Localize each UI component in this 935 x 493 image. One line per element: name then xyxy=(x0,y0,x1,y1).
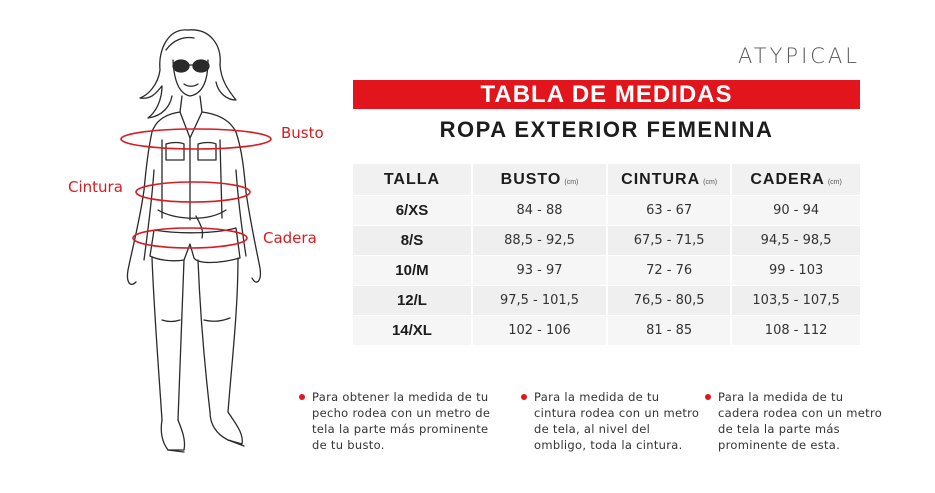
cintura-label: Cintura xyxy=(68,178,123,196)
table-row: 8/S 88,5 - 92,5 67,5 - 71,5 94,5 - 98,5 xyxy=(353,225,860,256)
busto-cell: 97,5 - 101,5 xyxy=(470,285,608,316)
column-label: CADERA xyxy=(750,170,825,188)
title-banner: TABLA DE MEDIDAS xyxy=(353,80,860,109)
cadera-cell: 90 - 94 xyxy=(730,195,860,226)
column-label: TALLA xyxy=(383,170,441,188)
size-cell: 12/L xyxy=(353,285,472,316)
busto-label: Busto xyxy=(281,124,324,142)
table-row: 14/XL 102 - 106 81 - 85 108 - 112 xyxy=(353,315,860,346)
cintura-cell: 81 - 85 xyxy=(606,315,732,346)
size-cell: 10/M xyxy=(353,255,472,286)
busto-cell: 102 - 106 xyxy=(470,315,608,346)
cintura-cell: 63 - 67 xyxy=(606,195,732,226)
cadera-cell: 108 - 112 xyxy=(730,315,860,346)
note-text: Para la medida de tu cintura rodea con u… xyxy=(534,390,700,452)
cintura-cell: 67,5 - 71,5 xyxy=(606,225,732,256)
size-cell: 8/S xyxy=(353,225,472,256)
woman-figure-icon xyxy=(120,29,272,453)
busto-cell: 84 - 88 xyxy=(470,195,608,226)
column-header-cadera: CADERA (cm) xyxy=(730,164,860,196)
bullet-dot-icon xyxy=(299,394,305,400)
note-text: Para la medida de tu cadera rodea con un… xyxy=(718,390,883,452)
column-header-cintura: CINTURA (cm) xyxy=(606,164,732,196)
cadera-cell: 99 - 103 xyxy=(730,255,860,286)
bullet-dot-icon xyxy=(521,394,527,400)
column-unit: (cm) xyxy=(827,178,842,186)
brand-logo: ATYPICAL xyxy=(738,44,860,68)
busto-cell: 93 - 97 xyxy=(470,255,608,286)
page-subtitle: ROPA EXTERIOR FEMENINA xyxy=(439,117,774,142)
cintura-cell: 72 - 76 xyxy=(606,255,732,286)
note-text: Para obtener la medida de tu pecho rodea… xyxy=(312,390,491,452)
table-row: 10/M 93 - 97 72 - 76 99 - 103 xyxy=(353,255,860,286)
size-cell: 14/XL xyxy=(353,315,472,346)
column-header-busto: BUSTO (cm) xyxy=(470,164,608,196)
cadera-label: Cadera xyxy=(263,229,317,247)
column-label: CINTURA xyxy=(621,170,701,188)
column-unit: (cm) xyxy=(564,178,579,186)
bullet-dot-icon xyxy=(705,394,711,400)
note-cadera: Para la medida de tu cadera rodea con un… xyxy=(705,389,885,453)
woman-figure-illustration xyxy=(118,20,288,470)
page-title: TABLA DE MEDIDAS xyxy=(480,81,733,108)
note-cintura: Para la medida de tu cintura rodea con u… xyxy=(521,389,701,453)
size-cell: 6/XS xyxy=(353,195,472,226)
column-label: BUSTO xyxy=(500,170,562,188)
size-chart-table: TALLA BUSTO (cm) CINTURA (cm) CADERA (cm) 6… xyxy=(353,164,860,346)
busto-cell: 88,5 - 92,5 xyxy=(470,225,608,256)
cadera-cell: 103,5 - 107,5 xyxy=(730,285,860,316)
cintura-cell: 76,5 - 80,5 xyxy=(606,285,732,316)
column-header-talla: TALLA xyxy=(353,164,472,196)
table-row: 12/L 97,5 - 101,5 76,5 - 80,5 103,5 - 10… xyxy=(353,285,860,316)
table-header-row: TALLA BUSTO (cm) CINTURA (cm) CADERA (cm) xyxy=(353,164,860,196)
cadera-cell: 94,5 - 98,5 xyxy=(730,225,860,256)
column-unit: (cm) xyxy=(703,178,718,186)
note-busto: Para obtener la medida de tu pecho rodea… xyxy=(299,389,499,453)
table-row: 6/XS 84 - 88 63 - 67 90 - 94 xyxy=(353,195,860,226)
